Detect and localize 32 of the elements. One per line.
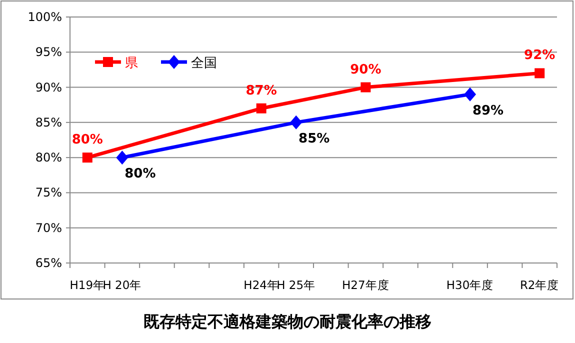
x-tick-label: H24年 xyxy=(244,278,279,292)
data-label: 89% xyxy=(472,103,504,118)
data-label: 85% xyxy=(298,131,330,146)
data-label: 90% xyxy=(350,62,382,78)
y-tick-label: 75% xyxy=(35,186,62,200)
x-tick-label: H 20年 xyxy=(102,278,142,292)
y-tick-label: 90% xyxy=(35,80,62,94)
legend-label: 県 xyxy=(125,56,138,71)
x-tick-label: H19年 xyxy=(70,278,106,292)
y-tick-label: 70% xyxy=(35,220,62,235)
point xyxy=(360,82,371,92)
data-label: 87% xyxy=(246,83,277,98)
y-tick-label: 100% xyxy=(28,10,62,24)
y-tick-label: 95% xyxy=(35,45,62,60)
point xyxy=(534,68,545,78)
x-tick-label: H30年度 xyxy=(446,278,494,292)
data-label: 80% xyxy=(72,132,103,148)
data-label: 92% xyxy=(524,48,556,64)
text: 既存特定不適格建築物の耐震化率の推移 xyxy=(144,312,432,331)
data-label: 80% xyxy=(124,166,156,182)
legend-label: 全国 xyxy=(191,56,217,71)
y-tick-label: 65% xyxy=(35,256,62,270)
point xyxy=(464,87,476,102)
y-tick-label: 85% xyxy=(35,115,62,130)
x-tick-label: H 25年 xyxy=(276,278,316,292)
point xyxy=(290,115,302,130)
x-tick-label: R2年度 xyxy=(520,278,560,292)
point xyxy=(116,150,128,165)
y-tick-label: 80% xyxy=(35,150,62,165)
point xyxy=(256,103,266,114)
point xyxy=(82,152,92,163)
x-tick-label: H27年度 xyxy=(342,278,390,292)
